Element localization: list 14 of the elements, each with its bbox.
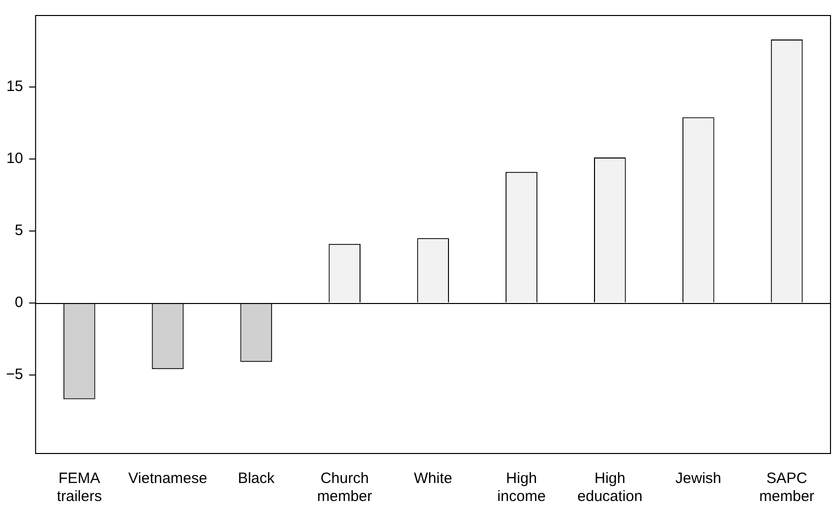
y-tick-label: 15 [6,78,24,96]
x-tick-label: White [414,470,452,488]
x-tick-label: Jewish [675,470,722,488]
x-tick-label: High income [497,470,546,506]
y-tick-label: −5 [6,366,24,383]
x-tick-label: SAPC member [759,470,814,506]
y-tick-label: 5 [14,222,24,240]
y-tick-label: 10 [6,150,24,168]
x-tick-label: Vietnamese [128,470,208,488]
x-tick-label: High education [577,470,642,506]
x-tick-label: Black [238,470,276,488]
x-tick-label: Church member [317,470,372,506]
y-tick-label: 0 [14,294,24,312]
x-tick-label: FEMA trailers [56,470,102,506]
